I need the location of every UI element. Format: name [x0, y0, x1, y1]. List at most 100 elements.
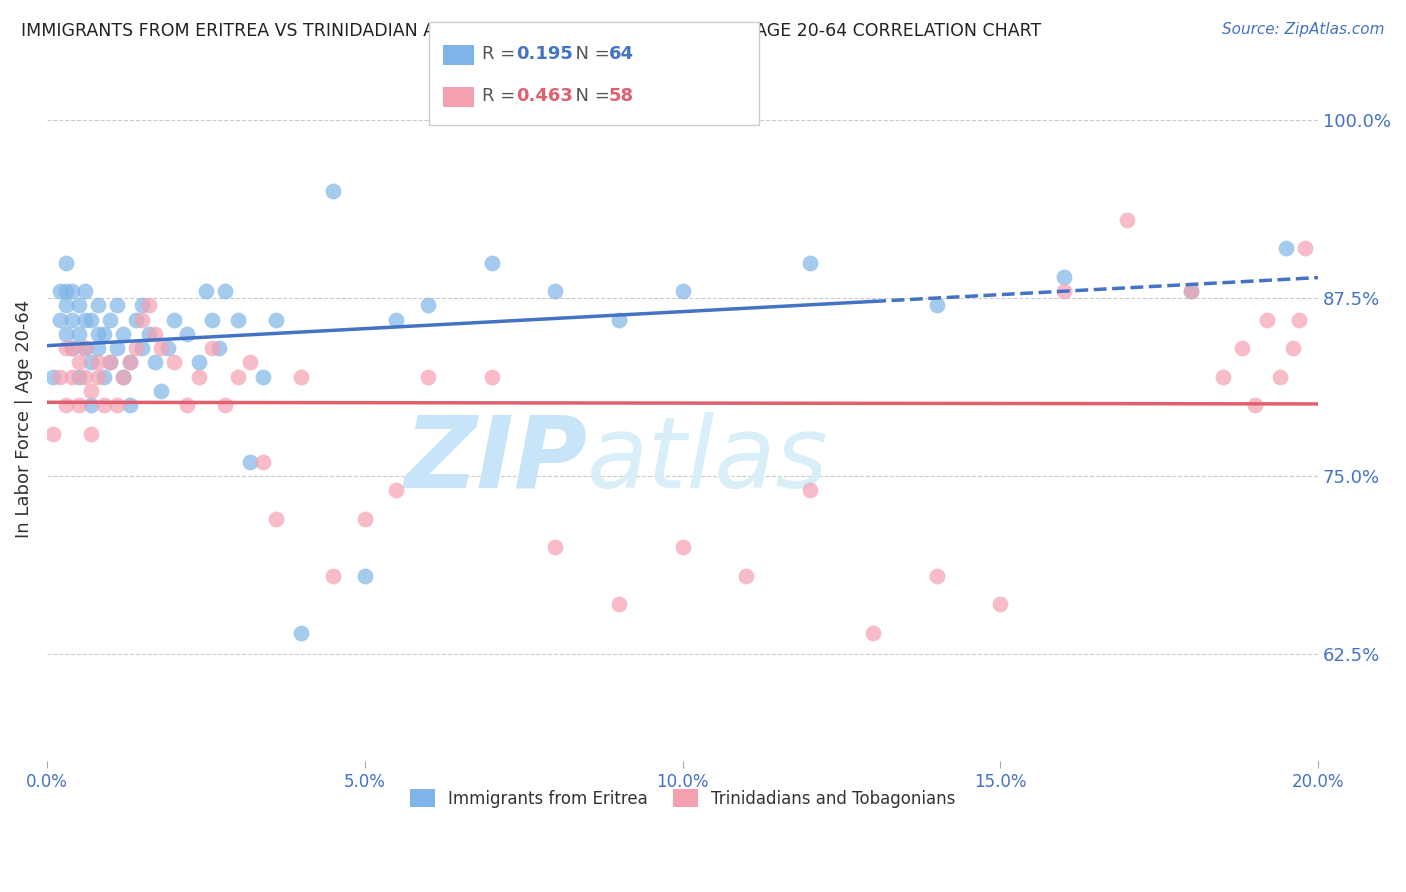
Point — [112, 369, 135, 384]
Point — [385, 483, 408, 498]
Point — [55, 298, 77, 312]
Point — [80, 355, 103, 369]
Point — [48, 369, 70, 384]
Point — [385, 312, 408, 326]
Point — [862, 626, 884, 640]
Point — [322, 185, 344, 199]
Point — [73, 369, 96, 384]
Point — [73, 341, 96, 355]
Point — [1053, 269, 1076, 284]
Point — [100, 355, 122, 369]
Point — [131, 298, 153, 312]
Point — [799, 255, 821, 269]
Text: IMMIGRANTS FROM ERITREA VS TRINIDADIAN AND TOBAGONIAN IN LABOR FORCE | AGE 20-64: IMMIGRANTS FROM ERITREA VS TRINIDADIAN A… — [21, 22, 1042, 40]
Point — [264, 312, 287, 326]
Point — [138, 326, 160, 341]
Point — [131, 312, 153, 326]
Point — [207, 341, 229, 355]
Point — [143, 326, 166, 341]
Point — [1116, 212, 1139, 227]
Point — [671, 541, 693, 555]
Point — [176, 326, 198, 341]
Point — [214, 398, 236, 412]
Text: 58: 58 — [609, 87, 634, 105]
Point — [735, 569, 758, 583]
Point — [112, 326, 135, 341]
Point — [60, 369, 83, 384]
Text: N =: N = — [564, 45, 616, 63]
Point — [799, 483, 821, 498]
Point — [73, 312, 96, 326]
Point — [80, 398, 103, 412]
Point — [60, 312, 83, 326]
Point — [105, 298, 128, 312]
Point — [226, 312, 249, 326]
Point — [131, 341, 153, 355]
Text: 64: 64 — [609, 45, 634, 63]
Point — [67, 298, 90, 312]
Point — [176, 398, 198, 412]
Point — [925, 298, 948, 312]
Text: 0.463: 0.463 — [516, 87, 572, 105]
Point — [67, 355, 90, 369]
Point — [42, 369, 65, 384]
Text: R =: R = — [482, 87, 522, 105]
Point — [481, 369, 503, 384]
Point — [100, 312, 122, 326]
Point — [1180, 284, 1202, 298]
Legend: Immigrants from Eritrea, Trinidadians and Tobagonians: Immigrants from Eritrea, Trinidadians an… — [404, 783, 962, 814]
Point — [87, 355, 110, 369]
Point — [188, 369, 211, 384]
Point — [60, 341, 83, 355]
Point — [67, 369, 90, 384]
Point — [48, 284, 70, 298]
Point — [544, 541, 567, 555]
Point — [60, 341, 83, 355]
Text: atlas: atlas — [588, 412, 828, 508]
Point — [105, 398, 128, 412]
Point — [138, 298, 160, 312]
Point — [1281, 341, 1303, 355]
Point — [60, 284, 83, 298]
Point — [125, 341, 148, 355]
Point — [87, 326, 110, 341]
Point — [188, 355, 211, 369]
Point — [201, 312, 224, 326]
Point — [353, 569, 375, 583]
Point — [214, 284, 236, 298]
Point — [55, 341, 77, 355]
Text: ZIP: ZIP — [404, 412, 588, 508]
Point — [100, 355, 122, 369]
Point — [55, 398, 77, 412]
Point — [544, 284, 567, 298]
Point — [418, 298, 440, 312]
Point — [143, 355, 166, 369]
Point — [201, 341, 224, 355]
Text: N =: N = — [564, 87, 616, 105]
Text: 0.195: 0.195 — [516, 45, 572, 63]
Point — [1212, 369, 1234, 384]
Point — [118, 398, 141, 412]
Point — [73, 284, 96, 298]
Point — [48, 312, 70, 326]
Point — [55, 326, 77, 341]
Point — [125, 312, 148, 326]
Point — [80, 384, 103, 398]
Point — [73, 341, 96, 355]
Point — [93, 398, 115, 412]
Point — [80, 312, 103, 326]
Point — [1275, 241, 1298, 255]
Point — [55, 255, 77, 269]
Point — [93, 326, 115, 341]
Point — [93, 369, 115, 384]
Point — [80, 426, 103, 441]
Point — [55, 284, 77, 298]
Point — [150, 384, 173, 398]
Point — [87, 298, 110, 312]
Point — [1256, 312, 1278, 326]
Text: Source: ZipAtlas.com: Source: ZipAtlas.com — [1222, 22, 1385, 37]
Point — [418, 369, 440, 384]
Point — [163, 312, 186, 326]
Point — [87, 341, 110, 355]
Point — [322, 569, 344, 583]
